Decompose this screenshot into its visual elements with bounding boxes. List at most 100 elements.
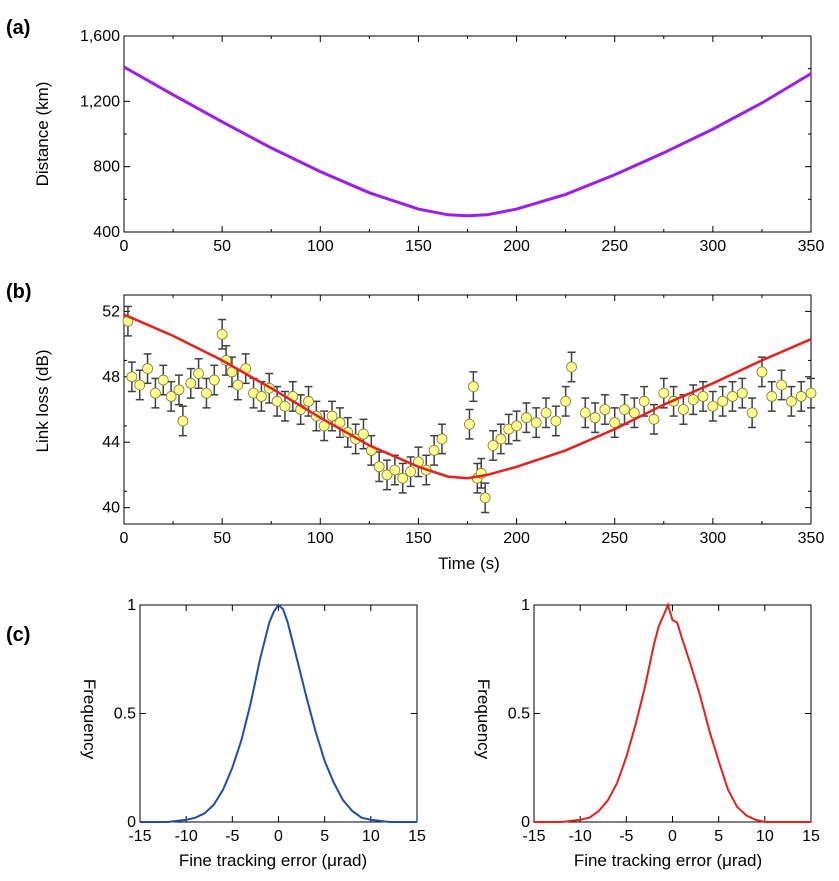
- panel-b-xlabel: Time (s): [438, 554, 500, 573]
- panel-a-xtick-label: 100: [307, 238, 334, 255]
- panel-b-data-point: [599, 404, 611, 415]
- panel-b-label: (b): [6, 281, 32, 303]
- panel-c-left-plot-frame: [139, 604, 418, 823]
- panel-c-right-ytick-label: 0: [521, 814, 530, 831]
- panel-b-xtick-label: 300: [700, 530, 727, 547]
- panel-c-right-plot-frame: [533, 604, 812, 823]
- panel-b-data-point: [232, 379, 244, 391]
- panel-b-data-point: [157, 374, 169, 386]
- panel-c-right-xtick-label: 10: [756, 828, 774, 845]
- panel-a-label: (a): [6, 17, 30, 39]
- panel-b-data-point: [540, 407, 552, 419]
- panel-b-data-point: [185, 377, 197, 389]
- panel-b-xtick-label: 0: [120, 530, 129, 547]
- panel-c-right-xtick-label: -15: [522, 828, 545, 845]
- panel-a-xtick-label: 50: [213, 238, 231, 255]
- panel-b-data-point: [389, 464, 401, 476]
- panel-b-data-point: [687, 394, 699, 406]
- panel-c-left-chart: (c) Frequency Fine tracking error (μrad)…: [6, 597, 426, 870]
- panel-b-chart: (b) Link loss (dB) Time (s) 0 50 100 150 200…: [6, 281, 824, 573]
- panel-b-data-point: [805, 387, 817, 399]
- panel-b-data-point: [550, 415, 562, 427]
- panel-b-data-point: [467, 381, 479, 393]
- panel-b-data-point: [697, 391, 709, 402]
- panel-b-data-point: [165, 391, 177, 402]
- panel-a-distance-line: [123, 65, 812, 218]
- panel-b-data-point: [579, 407, 591, 419]
- panel-b-xtick-label: 250: [601, 530, 628, 547]
- panel-b-data-point: [177, 415, 189, 427]
- panel-c-right-xtick-label: -5: [619, 828, 633, 845]
- panel-b-data-point: [736, 387, 748, 399]
- panel-c-right-ytick-label: 1: [521, 597, 530, 614]
- panel-a-xtick-label: 0: [120, 238, 129, 255]
- panel-b-data-point: [520, 412, 532, 424]
- panel-b-ytick-label: 48: [102, 369, 120, 386]
- panel-b-ytick-label: 52: [102, 303, 120, 320]
- panel-b-ytick-label: 40: [102, 500, 120, 517]
- panel-a-plot-frame: [123, 35, 812, 233]
- panel-b-data-point: [193, 368, 204, 379]
- panel-b-data-point: [795, 391, 807, 402]
- panel-c-left-xtick-label: -10: [175, 828, 198, 845]
- panel-b-data-point: [208, 374, 220, 386]
- panel-c-right-xtick-label: 15: [802, 828, 820, 845]
- panel-b-data-point: [216, 328, 228, 340]
- panel-c-left-ytick-label: 0.5: [114, 706, 136, 723]
- panel-c-right-xtick-label: 5: [714, 828, 723, 845]
- panel-b-data-point: [619, 404, 630, 415]
- panel-b-data-point: [717, 395, 729, 407]
- panel-b-data-point: [727, 391, 738, 402]
- panel-b-data-point: [397, 472, 409, 484]
- panel-c-left-xtick-label: 5: [320, 828, 329, 845]
- panel-a-xtick-label: 300: [700, 238, 727, 255]
- panel-a-xtick-label: 150: [405, 238, 432, 255]
- panel-b-data-point: [609, 417, 621, 428]
- panel-b-data-point: [428, 444, 440, 456]
- panel-b-data-point: [648, 413, 660, 425]
- panel-b-data-point: [464, 418, 475, 430]
- panel-b-data-point: [746, 407, 758, 419]
- panel-b-data-point: [479, 492, 491, 504]
- panel-c-left-xlabel: Fine tracking error (μrad): [179, 851, 367, 870]
- panel-a-xtick-label: 250: [601, 238, 628, 255]
- panel-b-data-point: [436, 433, 448, 445]
- panel-a-xtick-label: 350: [798, 238, 825, 255]
- panel-c-right-xtick-label: 0: [668, 828, 677, 845]
- panel-c-left-ytick-label: 0: [127, 814, 136, 831]
- panel-b-data-point: [530, 417, 542, 428]
- panel-b-data-point: [381, 469, 393, 481]
- panel-a-xtick-label: 200: [503, 238, 530, 255]
- panel-c-right-xlabel: Fine tracking error (μrad): [574, 851, 762, 870]
- panel-b-ylabel: Link loss (dB): [33, 350, 52, 453]
- panel-b-data-point: [707, 400, 719, 412]
- panel-b-data-point: [373, 461, 385, 473]
- panel-a-ytick-label: 800: [93, 159, 120, 176]
- panel-b-data-point: [766, 391, 778, 402]
- panel-b-model-line: [123, 313, 812, 480]
- panel-c-right-ytick-label: 0.5: [508, 706, 530, 723]
- panel-b-data-point: [126, 371, 138, 383]
- panel-c-left-xtick-label: -5: [225, 828, 239, 845]
- panel-b-data-point: [638, 395, 650, 407]
- panel-b-data-point: [201, 387, 212, 399]
- panel-b-data-point: [150, 387, 161, 399]
- panel-c-right-ylabel: Frequency: [474, 679, 493, 760]
- panel-b-data-point: [279, 400, 291, 412]
- panel-b-xtick-label: 50: [213, 530, 231, 547]
- panel-c-left-ytick-label: 1: [127, 597, 136, 614]
- panel-b-data-point: [776, 379, 787, 391]
- panel-b-data-point: [303, 395, 314, 407]
- panel-c-right-chart: Frequency Fine tracking error (μrad) -15…: [474, 597, 820, 870]
- panel-b-data-point: [326, 410, 338, 422]
- panel-a-chart: (a) Distance (km) 0 50 100 150 200 250 300 350 4…: [6, 17, 824, 255]
- panel-b-data-point: [658, 387, 670, 399]
- panel-a-ytick-label: 1,600: [80, 28, 120, 45]
- panel-b-data-point: [511, 420, 522, 432]
- panel-c-left-histogram-line: [140, 603, 417, 823]
- panel-a-ylabel: Distance (km): [33, 82, 52, 187]
- panel-b-data-point: [173, 384, 185, 396]
- panel-b-data-point: [487, 440, 499, 451]
- panel-a-ytick-label: 1,200: [80, 93, 120, 110]
